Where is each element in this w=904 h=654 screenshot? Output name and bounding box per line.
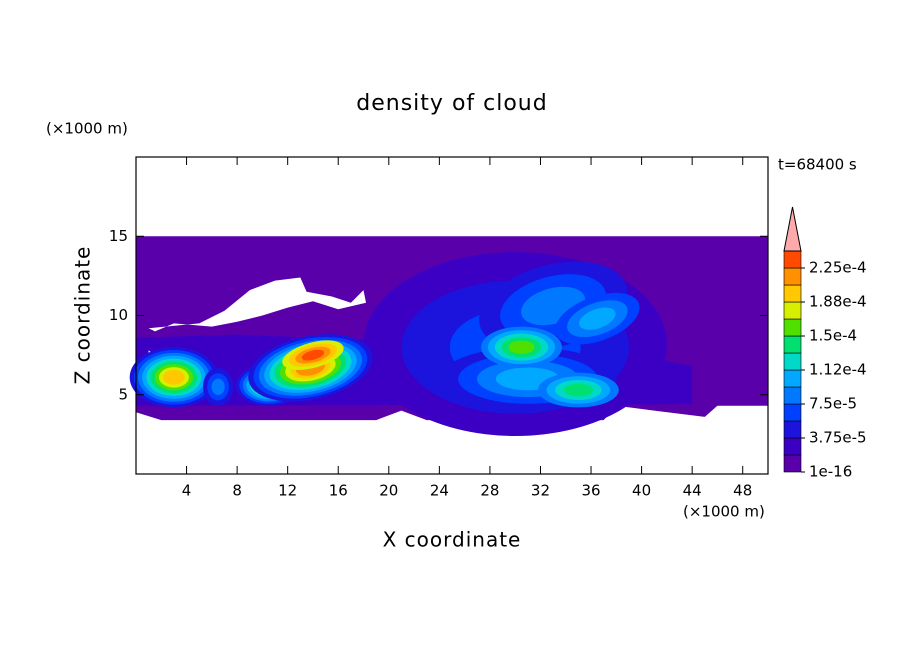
- y-unit: (×1000 m): [46, 120, 128, 138]
- x-tick-label: 28: [480, 482, 499, 500]
- x-tick-label: 12: [278, 482, 297, 500]
- x-unit: (×1000 m): [683, 503, 765, 521]
- colorbar-band: [783, 420, 802, 439]
- contour-region: [148, 277, 366, 332]
- time-label: t=68400 s: [778, 156, 857, 174]
- contour-region: [211, 378, 225, 396]
- colorbar-label: 1.12e-4: [809, 361, 867, 379]
- colorbar-band: [783, 437, 802, 456]
- x-tick-label: 20: [379, 482, 398, 500]
- colorbar-band: [783, 267, 802, 286]
- colorbar-label: 1.88e-4: [809, 293, 867, 311]
- colorbar-band: [783, 250, 802, 269]
- contour-region: [508, 340, 535, 354]
- colorbar-band: [783, 403, 802, 422]
- colorbar-band: [783, 318, 802, 337]
- colorbar-label: 1e-16: [809, 463, 852, 481]
- contour-field: [129, 236, 768, 436]
- colorbar-band: [783, 369, 802, 388]
- colorbar-extend: [783, 206, 802, 252]
- x-tick-label: 4: [182, 482, 192, 500]
- y-tick-label: 15: [109, 227, 128, 245]
- x-tick-label: 8: [232, 482, 242, 500]
- colorbar-band: [783, 335, 802, 354]
- colorbar-label: 3.75e-5: [809, 429, 867, 447]
- colorbar-band: [783, 301, 802, 320]
- contour-region: [301, 349, 325, 361]
- y-axis-title: Z coordinate: [71, 246, 95, 385]
- colorbar-label: 7.5e-5: [809, 395, 857, 413]
- chart-title: density of cloud: [356, 91, 547, 116]
- y-tick-label: 5: [118, 385, 128, 403]
- contour-region: [579, 307, 616, 330]
- colorbar-band: [783, 284, 802, 303]
- colorbar-band: [783, 386, 802, 405]
- x-tick-label: 44: [683, 482, 702, 500]
- colorbar-label: 2.25e-4: [809, 259, 867, 277]
- colorbar-band: [783, 352, 802, 371]
- x-axis-title: X coordinate: [383, 528, 522, 552]
- x-tick-label: 36: [581, 482, 600, 500]
- x-tick-label: 40: [632, 482, 651, 500]
- x-tick-label: 32: [531, 482, 550, 500]
- contour-region: [563, 383, 594, 397]
- x-tick-label: 48: [733, 482, 752, 500]
- contour-region: [163, 369, 185, 385]
- colorbar-band: [783, 454, 802, 473]
- colorbar-label: 1.5e-4: [809, 327, 857, 345]
- y-tick-label: 10: [109, 306, 128, 324]
- x-tick-label: 24: [430, 482, 449, 500]
- x-tick-label: 16: [329, 482, 348, 500]
